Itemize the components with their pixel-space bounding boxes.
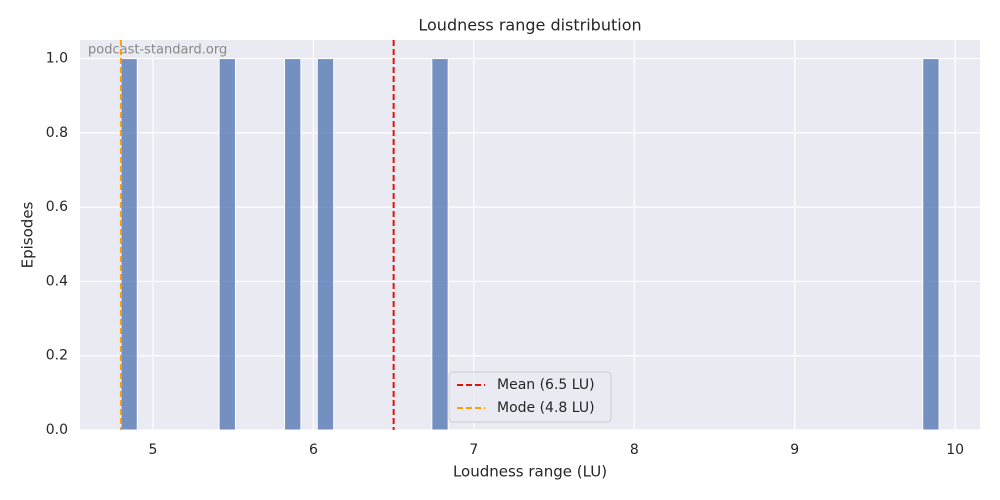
y-tick-label: 0.2 (46, 348, 68, 364)
bar (431, 58, 449, 431)
y-tick-label: 0.6 (46, 199, 68, 215)
y-tick-label: 0.0 (46, 422, 68, 438)
x-tick-label: 7 (469, 442, 478, 458)
legend: Mean (6.5 LU) Mode (4.8 LU) (448, 371, 612, 423)
x-tick-label: 5 (149, 442, 158, 458)
chart-title: Loudness range distribution (418, 16, 641, 35)
legend-box (448, 371, 612, 423)
bar (120, 58, 138, 431)
bar (316, 58, 335, 431)
y-axis-label: Episodes (19, 201, 37, 268)
y-tick-label: 0.8 (46, 125, 68, 141)
x-tick-label: 6 (309, 442, 318, 458)
x-axis-label: Loudness range (LU) (453, 463, 607, 481)
bar (218, 58, 236, 431)
legend-label: Mean (6.5 LU) (497, 377, 595, 393)
bar (284, 58, 302, 431)
x-tick-label: 9 (790, 442, 799, 458)
watermark: podcast-standard.org (88, 43, 227, 58)
y-tick-label: 0.4 (46, 273, 68, 289)
bar (922, 58, 940, 431)
y-tick-label: 1.0 (46, 51, 68, 67)
x-tick-label: 8 (630, 442, 639, 458)
legend-label: Mode (4.8 LU) (497, 400, 595, 416)
x-tick-label: 10 (946, 442, 964, 458)
